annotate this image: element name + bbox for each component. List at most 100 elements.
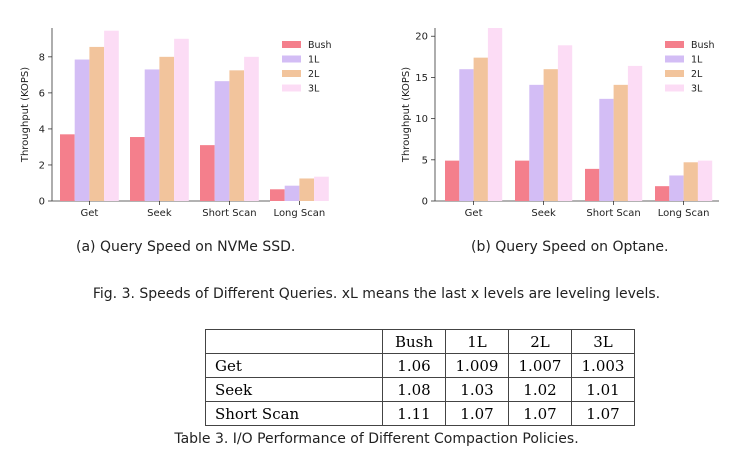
legend-label: 3L xyxy=(308,84,320,95)
table-header-cell xyxy=(205,329,383,354)
bar-bush-long-scan xyxy=(270,189,285,201)
table-header-cell: 3L xyxy=(571,329,635,354)
bar-3l-short-scan xyxy=(627,65,643,202)
y-tick-label: 2 xyxy=(39,160,45,171)
table-header-cell: 2L xyxy=(508,329,572,354)
x-tick-label: Get xyxy=(80,208,98,219)
table-cell: 1.03 xyxy=(445,377,509,402)
bar-bush-short-scan xyxy=(585,168,600,201)
bar-3l-long-scan xyxy=(697,160,713,201)
legend-label: 2L xyxy=(308,69,320,80)
bar-2l-long-scan xyxy=(299,178,315,201)
chart-nvme-ssd: 0 2 4 6 8 Throughput (KOPS) Get Seek Short Scan L… xyxy=(20,28,332,219)
table-header-cell: Bush xyxy=(382,329,446,354)
bar-2l-get xyxy=(473,57,488,202)
table-cell: 1.003 xyxy=(571,353,635,378)
bar-bush-short-scan xyxy=(200,145,215,201)
y-tick-label: 15 xyxy=(415,73,428,84)
chart-bars xyxy=(60,30,329,202)
bar-2l-seek xyxy=(543,69,558,201)
bar-2l-long-scan xyxy=(683,162,698,201)
bar-bush-seek xyxy=(515,160,530,201)
bar-bush-seek xyxy=(130,137,145,201)
y-tick-label: 5 xyxy=(422,155,428,166)
io-performance-table: Bush 1L 2L 3L Get 1.06 1.009 1.007 1.003… xyxy=(205,329,635,426)
bar-1l-long-scan xyxy=(669,175,684,201)
table-row: Seek 1.08 1.03 1.02 1.01 xyxy=(205,377,635,402)
bar-3l-seek xyxy=(174,38,189,201)
y-tick-label: 0 xyxy=(39,197,45,208)
bar-2l-seek xyxy=(159,56,175,202)
legend-swatch xyxy=(665,70,684,77)
bar-3l-seek xyxy=(557,45,573,201)
chart-optane: 0 5 10 15 20 Throughput (KOPS) Get Seek Short Sc… xyxy=(401,28,719,219)
table-row-label: Short Scan xyxy=(205,401,383,426)
legend-label: 3L xyxy=(691,84,703,95)
table-cell: 1.07 xyxy=(571,401,635,426)
table-cell: 1.11 xyxy=(382,401,446,426)
legend-swatch xyxy=(282,70,301,77)
table-row: Get 1.06 1.009 1.007 1.003 xyxy=(205,353,635,378)
x-tick-label: Short Scan xyxy=(202,208,256,219)
table-cell: 1.07 xyxy=(508,401,572,426)
table-cell: 1.02 xyxy=(508,377,572,402)
legend-label: 2L xyxy=(691,69,703,80)
bar-bush-get xyxy=(445,160,460,201)
legend-label: 1L xyxy=(308,55,320,66)
legend-swatch xyxy=(665,55,684,63)
legend-label: 1L xyxy=(691,55,703,66)
subfigure-caption-b: (b) Query Speed on Optane. xyxy=(471,239,669,255)
table-cell: 1.009 xyxy=(445,353,509,378)
legend-swatch xyxy=(665,41,684,48)
bar-2l-get xyxy=(89,46,105,201)
y-axis-label: Throughput (KOPS) xyxy=(401,67,412,163)
bar-3l-get xyxy=(487,28,503,201)
figure-caption: Fig. 3. Speeds of Different Queries. xL … xyxy=(92,286,661,302)
chart-legend: Bush 1L 2L 3L xyxy=(282,40,332,95)
table-row-label: Seek xyxy=(205,377,383,402)
bar-1l-seek xyxy=(529,84,544,201)
table-header-row: Bush 1L 2L 3L xyxy=(205,329,635,354)
bar-1l-get xyxy=(74,59,90,202)
table-caption: Table 3. I/O Performance of Different Co… xyxy=(174,431,579,447)
x-tick-label: Seek xyxy=(147,208,172,219)
legend-swatch xyxy=(282,84,301,92)
y-tick-label: 4 xyxy=(39,124,45,135)
bar-bush-get xyxy=(60,134,75,201)
table-header-cell: 1L xyxy=(445,329,509,354)
table-cell: 1.007 xyxy=(508,353,572,378)
bar-2l-short-scan xyxy=(613,84,628,201)
bar-1l-short-scan xyxy=(599,98,614,201)
bar-1l-short-scan xyxy=(214,81,230,201)
bar-3l-long-scan xyxy=(314,176,329,201)
bar-1l-long-scan xyxy=(284,185,300,201)
bar-1l-seek xyxy=(144,69,160,202)
x-tick-label: Get xyxy=(465,208,483,219)
y-tick-label: 8 xyxy=(39,52,45,63)
legend-swatch xyxy=(282,41,301,48)
y-tick-label: 0 xyxy=(422,197,428,208)
legend-label: Bush xyxy=(308,40,332,51)
y-tick-label: 10 xyxy=(415,114,428,125)
x-tick-label: Short Scan xyxy=(586,208,640,219)
table-cell: 1.08 xyxy=(382,377,446,402)
table-cell: 1.01 xyxy=(571,377,635,402)
bar-3l-get xyxy=(104,30,119,201)
chart-legend: Bush 1L 2L 3L xyxy=(665,40,715,95)
bar-3l-short-scan xyxy=(244,56,259,202)
table-row: Short Scan 1.11 1.07 1.07 1.07 xyxy=(205,401,635,426)
y-tick-label: 6 xyxy=(39,88,45,99)
bar-bush-long-scan xyxy=(655,186,670,201)
legend-label: Bush xyxy=(691,40,715,51)
x-tick-label: Long Scan xyxy=(274,208,326,219)
subfigure-caption-a: (a) Query Speed on NVMe SSD. xyxy=(76,239,296,255)
chart-bars xyxy=(445,28,713,202)
x-tick-label: Long Scan xyxy=(658,208,710,219)
legend-swatch xyxy=(282,55,301,63)
legend-swatch xyxy=(665,84,684,92)
x-tick-label: Seek xyxy=(531,208,556,219)
y-axis-label: Throughput (KOPS) xyxy=(20,67,31,163)
bar-1l-get xyxy=(459,69,474,201)
y-tick-label: 20 xyxy=(415,32,428,43)
table-cell: 1.06 xyxy=(382,353,446,378)
